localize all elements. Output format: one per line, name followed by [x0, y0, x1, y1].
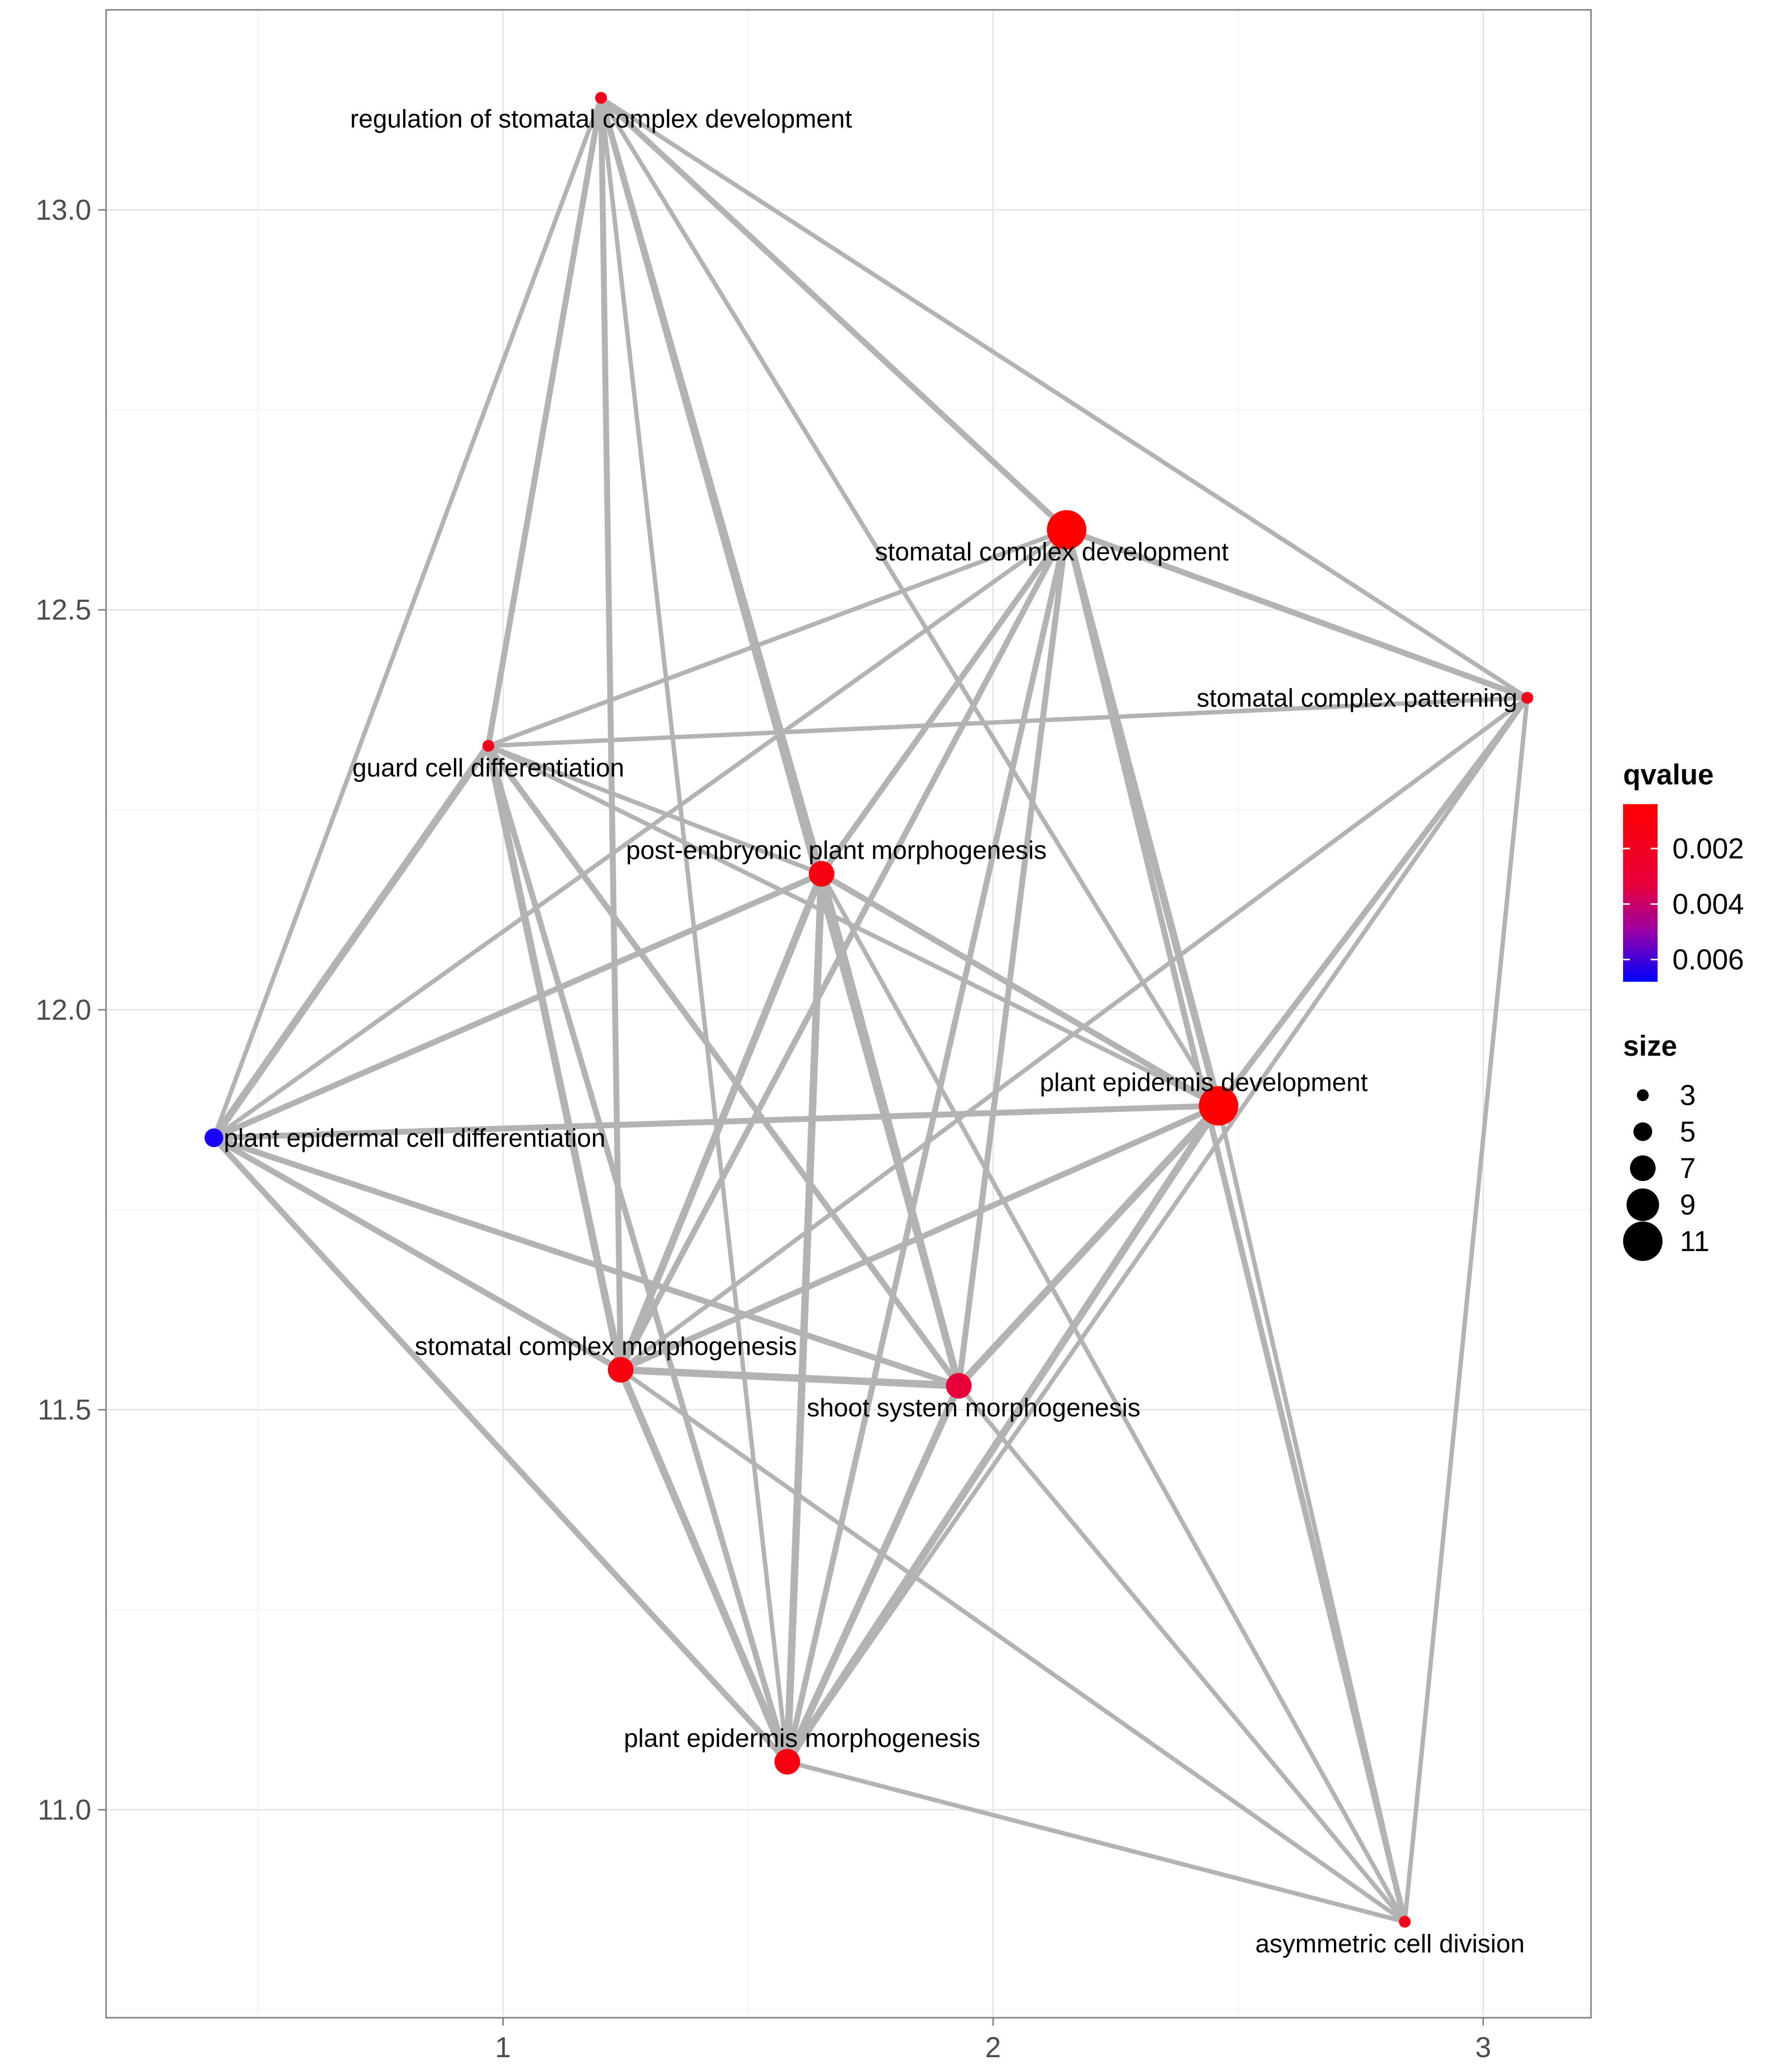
- plot-border: [105, 9, 1592, 2019]
- network-node: [595, 92, 607, 104]
- network-edge: [956, 526, 1070, 1389]
- network-edge: [485, 742, 962, 1389]
- network-edge: [785, 1759, 1407, 1924]
- network-node: [946, 1373, 972, 1399]
- network-node: [1199, 1086, 1239, 1126]
- network-node: [1399, 1916, 1411, 1928]
- network-edge: [211, 1135, 790, 1765]
- node-label: stomatal complex patterning: [1197, 684, 1517, 713]
- node-labels: regulation of stomatal complex developme…: [224, 105, 1525, 1958]
- network-edge: [783, 870, 825, 1766]
- network-edge: [485, 95, 604, 749]
- network-edge: [955, 1102, 1222, 1390]
- network-node: [1521, 692, 1533, 704]
- network-edge: [617, 1366, 791, 1766]
- x-tick-label: 2: [985, 2032, 1001, 2064]
- legend: qvalue 0.002 0.004 0.006 size 3 5 7 9 11: [1623, 759, 1744, 1261]
- node-label: post-embryonic plant morphogenesis: [626, 836, 1047, 865]
- network-edge: [957, 1383, 1407, 1924]
- network-edge: [785, 696, 1530, 1764]
- network-edge: [817, 870, 963, 1390]
- legend-size-title: size: [1623, 1030, 1677, 1062]
- network-node: [1047, 510, 1087, 550]
- node-label: regulation of stomatal complex developme…: [350, 105, 852, 133]
- network-edge: [486, 527, 1069, 748]
- network-edge: [818, 871, 1222, 1109]
- node-label: stomatal complex morphogenesis: [415, 1332, 797, 1361]
- network-edge: [486, 743, 824, 876]
- network-edge: [617, 1366, 963, 1390]
- legend-size-label: 7: [1680, 1152, 1696, 1184]
- network-node: [809, 861, 835, 887]
- network-node: [774, 1749, 800, 1775]
- network-edge: [598, 95, 1221, 1108]
- network-edge: [212, 527, 1069, 1140]
- legend-size-label: 11: [1680, 1225, 1709, 1258]
- network-edge: [819, 871, 1407, 1924]
- network-edge: [486, 696, 1530, 748]
- legend-qvalue-colorbar: [1623, 804, 1658, 982]
- legend-size-dot: [1633, 1122, 1652, 1141]
- node-label: shoot system morphogenesis: [807, 1394, 1140, 1422]
- axes: 1 2 3 11.0 11.5 12.0 12.5 13.0: [36, 194, 1491, 2064]
- network-node: [482, 740, 494, 752]
- y-tick-label: 12.5: [36, 594, 91, 626]
- node-label: stomatal complex development: [875, 538, 1229, 566]
- x-tick-label: 3: [1475, 2032, 1491, 2064]
- node-label: plant epidermal cell differentiation: [224, 1124, 606, 1152]
- network-edge: [783, 1382, 963, 1766]
- y-tick-label: 11.0: [37, 1794, 91, 1826]
- network-edge: [210, 742, 492, 1142]
- legend-qvalue-label: 0.002: [1672, 833, 1744, 865]
- network-node: [204, 1128, 223, 1147]
- network-edge: [818, 526, 1070, 877]
- grid: [106, 10, 1591, 2018]
- network-edge: [1403, 696, 1530, 1924]
- network-edge: [211, 871, 825, 1141]
- y-tick-label: 13.0: [36, 194, 91, 226]
- network-edge: [618, 1103, 1222, 1373]
- node-label: guard cell differentiation: [352, 754, 624, 782]
- network-edge: [1064, 526, 1530, 701]
- network-edge: [1064, 526, 1408, 1925]
- network-edge: [598, 95, 1070, 533]
- legend-size-label: 5: [1680, 1116, 1696, 1148]
- network-node: [608, 1357, 634, 1383]
- edges: [210, 95, 1530, 1925]
- network-edge: [1216, 695, 1530, 1109]
- network-edge: [486, 743, 1221, 1108]
- node-label: plant epidermis development: [1040, 1068, 1368, 1097]
- legend-size-dot: [1623, 1221, 1663, 1261]
- network-edge: [783, 1102, 1222, 1766]
- legend-size-dot: [1637, 1089, 1649, 1101]
- network-edge: [598, 95, 624, 1373]
- network-edge: [784, 526, 1070, 1765]
- nodes: [204, 92, 1533, 1928]
- y-tick-label: 12.0: [36, 994, 91, 1026]
- legend-size-label: 9: [1680, 1189, 1696, 1221]
- network-edge: [212, 95, 603, 1140]
- network-edge: [211, 1103, 1222, 1141]
- network-edge: [211, 1135, 624, 1373]
- legend-size-keys: 3 5 7 9 11: [1623, 1079, 1709, 1261]
- legend-qvalue-title: qvalue: [1623, 759, 1714, 791]
- legend-qvalue-label: 0.006: [1672, 944, 1744, 976]
- network-edge: [211, 1135, 962, 1389]
- legend-qvalue-ticks: 0.002 0.004 0.006: [1623, 833, 1744, 976]
- legend-size-label: 3: [1680, 1079, 1696, 1111]
- node-label: asymmetric cell division: [1255, 1929, 1524, 1958]
- y-tick-label: 11.5: [37, 1394, 91, 1426]
- legend-size-dot: [1630, 1155, 1656, 1181]
- node-label: plant epidermis morphogenesis: [624, 1724, 981, 1753]
- legend-qvalue-label: 0.004: [1672, 888, 1744, 921]
- x-tick-label: 1: [495, 2032, 511, 2064]
- network-edge: [1216, 1103, 1407, 1924]
- network-edge: [485, 742, 790, 1765]
- legend-size-dot: [1627, 1188, 1659, 1221]
- network-edge: [618, 1368, 1407, 1924]
- network-edge: [598, 95, 1530, 701]
